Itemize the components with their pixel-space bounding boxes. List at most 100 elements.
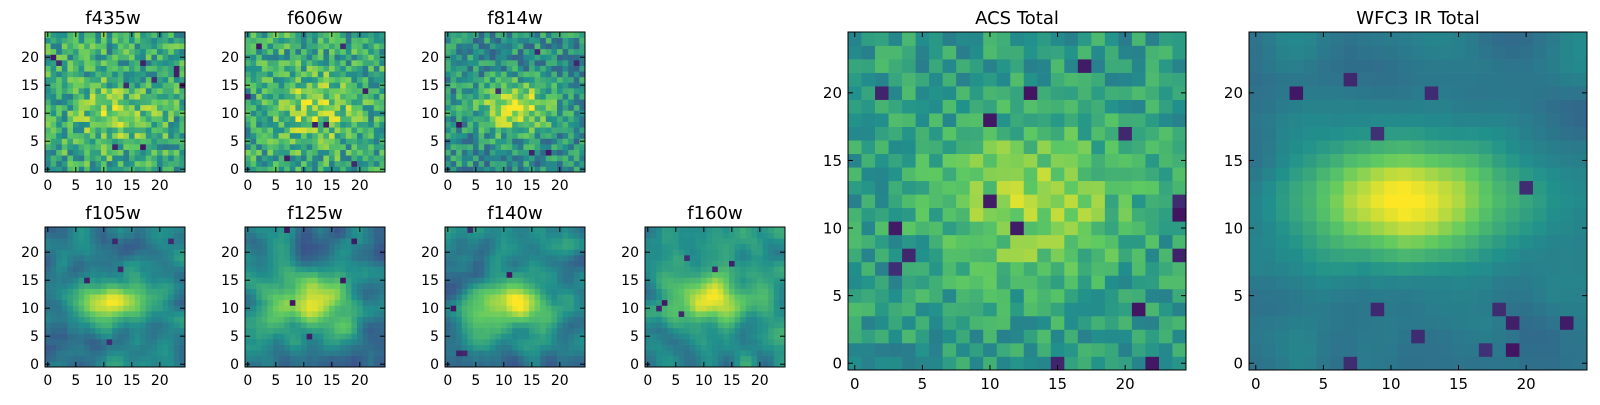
heatmap-cell	[507, 43, 513, 49]
heatmap-cell	[495, 311, 501, 317]
heatmap-cell	[318, 144, 324, 150]
heatmap-cell	[718, 266, 724, 272]
heatmap-cell	[568, 322, 574, 328]
heatmap-cell	[279, 155, 285, 161]
heatmap-cell	[374, 350, 380, 356]
heatmap-cell	[151, 77, 157, 83]
heatmap-cell	[290, 322, 296, 328]
heatmap-cell	[651, 266, 657, 272]
heatmap-cell	[495, 71, 501, 77]
heatmap-cell	[135, 94, 141, 100]
heatmap-cell	[495, 110, 501, 116]
heatmap-cell	[546, 122, 552, 128]
heatmap-cell	[67, 361, 73, 367]
heatmap-cell	[518, 150, 524, 156]
heatmap-cell	[307, 233, 313, 239]
heatmap-cell	[379, 294, 385, 300]
heatmap-cell	[557, 127, 563, 133]
heatmap-cell	[523, 339, 529, 345]
heatmap-cell	[140, 339, 146, 345]
heatmap-cell	[763, 244, 769, 250]
heatmap-cell	[656, 350, 662, 356]
heatmap-cell	[323, 43, 329, 49]
heatmap-cell	[718, 345, 724, 351]
heatmap-cell	[579, 272, 585, 278]
heatmap-cell	[174, 54, 180, 60]
heatmap-cell	[245, 122, 251, 128]
heatmap-cell	[557, 150, 563, 156]
heatmap-cell	[902, 289, 916, 303]
heatmap-cell	[163, 166, 169, 172]
heatmap-cell	[346, 356, 352, 362]
heatmap-cell	[518, 71, 524, 77]
heatmap-cell	[462, 277, 468, 283]
heatmap-cell	[495, 49, 501, 55]
heatmap-cell	[295, 105, 301, 111]
heatmap-cell	[943, 194, 957, 208]
heatmap-cell	[56, 328, 62, 334]
heatmap-cell	[312, 49, 318, 55]
heatmap-cell	[73, 60, 79, 66]
heatmap-cell	[983, 167, 997, 181]
heatmap-cell	[335, 77, 341, 83]
heatmap-cell	[445, 66, 451, 72]
heatmap-cell	[118, 244, 124, 250]
heatmap-cell	[379, 49, 385, 55]
heatmap-cell	[73, 54, 79, 60]
heatmap-cell	[574, 88, 580, 94]
heatmap-cell	[251, 244, 257, 250]
heatmap-cell	[174, 345, 180, 351]
heatmap-cell	[518, 317, 524, 323]
heatmap-cell	[518, 244, 524, 250]
heatmap-cell	[1078, 235, 1092, 249]
heatmap-cell	[357, 283, 363, 289]
heatmap-cell	[79, 138, 85, 144]
heatmap-cell	[73, 294, 79, 300]
heatmap-cell	[79, 249, 85, 255]
heatmap-cell	[1132, 221, 1146, 235]
heatmap-cell	[523, 161, 529, 167]
heatmap-cell	[284, 255, 290, 261]
heatmap-cell	[763, 272, 769, 278]
heatmap-cell	[62, 54, 68, 60]
heatmap-cell	[118, 99, 124, 105]
heatmap-cell	[312, 66, 318, 72]
heatmap-cell	[135, 133, 141, 139]
heatmap-cell	[312, 305, 318, 311]
heatmap-cell	[273, 333, 279, 339]
heatmap-cell	[1078, 316, 1092, 330]
heatmap-cell	[651, 233, 657, 239]
heatmap-cell	[456, 105, 462, 111]
heatmap-cell	[512, 255, 518, 261]
heatmap-cell	[101, 244, 107, 250]
heatmap-cell	[318, 317, 324, 323]
heatmap-cell	[174, 49, 180, 55]
heatmap-cell	[529, 233, 535, 239]
heatmap-cell	[746, 277, 752, 283]
heatmap-cell	[174, 322, 180, 328]
heatmap-cell	[318, 94, 324, 100]
heatmap-cell	[718, 350, 724, 356]
heatmap-cell	[1132, 316, 1146, 330]
heatmap-cell	[179, 66, 185, 72]
y-tick-label: 15	[21, 78, 39, 94]
heatmap-cell	[451, 305, 457, 311]
heatmap-cell	[1118, 181, 1132, 195]
heatmap-cell	[295, 127, 301, 133]
heatmap-cell	[67, 317, 73, 323]
heatmap-cell	[174, 311, 180, 317]
heatmap-cell	[757, 328, 763, 334]
heatmap-cell	[695, 339, 701, 345]
heatmap-cell	[368, 322, 374, 328]
heatmap-cell	[56, 166, 62, 172]
heatmap-cell	[45, 345, 51, 351]
heatmap-cell	[462, 266, 468, 272]
heatmap-cell	[312, 71, 318, 77]
heatmap-cell	[84, 60, 90, 66]
heatmap-cell	[379, 328, 385, 334]
heatmap-cell	[168, 350, 174, 356]
heatmap-cell	[56, 255, 62, 261]
heatmap-cell	[323, 66, 329, 72]
heatmap-cell	[495, 88, 501, 94]
heatmap-cell	[251, 77, 257, 83]
